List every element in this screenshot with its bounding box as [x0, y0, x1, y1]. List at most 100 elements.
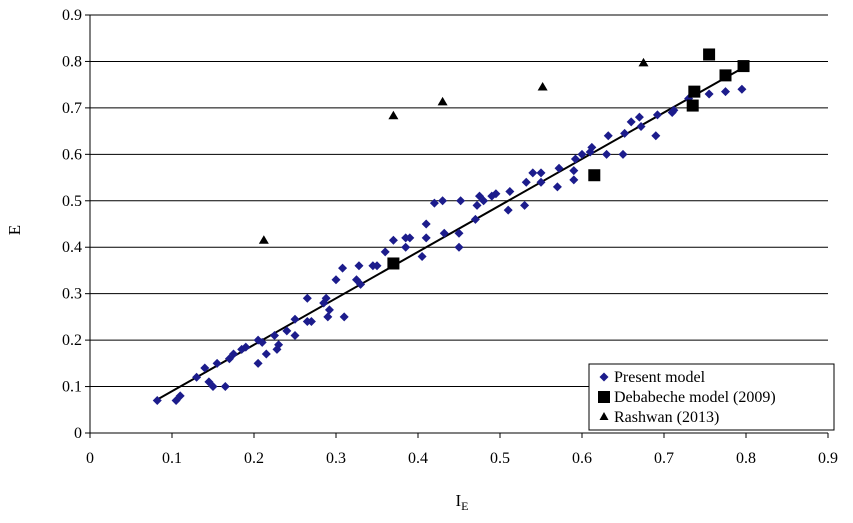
debabeche-model-point: [703, 48, 716, 61]
present-model-point: [651, 131, 661, 141]
legend-label-rashwan: Rashwan (2013): [614, 409, 719, 426]
present-model-point: [602, 149, 612, 159]
present-model-point: [587, 142, 597, 152]
rashwan-point: [537, 81, 548, 91]
x-axis-label-subscript: E: [461, 499, 468, 513]
present-model-point: [618, 149, 628, 159]
x-tick-label: 0.7: [654, 450, 674, 467]
present-model-point: [536, 168, 546, 178]
present-model-point: [528, 168, 538, 178]
present-model-point: [302, 293, 312, 303]
y-tick-label: 0: [74, 425, 82, 442]
present-model-point: [470, 214, 480, 224]
present-model-point: [324, 305, 334, 315]
present-model-point: [429, 198, 439, 208]
present-model-point: [331, 275, 341, 285]
present-model-point: [505, 186, 515, 196]
present-model-point: [652, 110, 662, 120]
present-model-point: [669, 105, 679, 115]
present-model-point: [577, 149, 587, 159]
y-tick-label: 0.6: [62, 146, 82, 163]
x-tick-label: 0.2: [244, 450, 264, 467]
y-tick-label: 0.5: [62, 193, 82, 210]
present-model-point: [282, 326, 292, 336]
present-model-point: [620, 128, 630, 138]
present-model-point: [421, 233, 431, 243]
present-model-point: [212, 358, 222, 368]
present-model-point: [454, 228, 464, 238]
x-tick-label: 0.8: [736, 450, 756, 467]
present-model-point: [704, 89, 714, 99]
y-tick-label: 0.3: [62, 286, 82, 303]
x-tick-label: 0.3: [326, 450, 346, 467]
y-axis-label: E: [5, 225, 24, 235]
y-tick-labels: 0 0.1 0.2 0.3 0.4 0.5 0.6 0.7 0.8 0.9: [62, 7, 82, 442]
present-model-point: [634, 112, 644, 122]
legend-label-present-model: Present model: [614, 369, 706, 386]
x-tick-label: 0.1: [162, 450, 182, 467]
present-model-point: [603, 131, 613, 141]
y-tick-label: 0.2: [62, 332, 82, 349]
y-tick-label: 0.9: [62, 7, 82, 24]
y-tick-label: 0.4: [62, 239, 82, 256]
x-tick-labels: 0 0.1 0.2 0.3 0.4 0.5 0.6 0.7 0.8 0.9: [86, 450, 838, 467]
y-tick-label: 0.8: [62, 53, 82, 70]
present-model-point: [737, 84, 747, 94]
y-tick-label: 0.7: [62, 100, 82, 117]
present-model-point: [439, 228, 449, 238]
present-model-point: [569, 175, 579, 185]
present-model-point: [520, 200, 530, 210]
present-model-point: [290, 330, 300, 340]
rashwan-point: [258, 235, 269, 244]
present-model-point: [417, 252, 427, 262]
legend-item-debabeche: Debabeche model (2009): [598, 389, 776, 406]
x-tick-label: 0.5: [490, 450, 510, 467]
legend-box: [588, 363, 835, 431]
present-model-point: [241, 342, 251, 352]
x-axis-label: IE: [455, 491, 468, 513]
present-model-point: [479, 196, 489, 206]
present-model-point: [356, 279, 366, 289]
present-model-point: [472, 200, 482, 210]
present-model-point: [552, 182, 562, 192]
present-model-point: [456, 196, 466, 206]
debabeche-model-point: [387, 257, 400, 270]
present-model-point: [721, 87, 730, 97]
legend-square-marker: [598, 391, 610, 403]
legend: Present model Debabeche model (2009) Ras…: [588, 363, 835, 431]
present-model-point: [290, 314, 300, 324]
present-model-point: [491, 189, 501, 199]
legend-item-present-model: Present model: [599, 369, 706, 386]
legend-item-rashwan: Rashwan (2013): [599, 409, 719, 426]
x-tick-label: 0: [86, 450, 94, 467]
present-model-point: [257, 337, 267, 347]
y-tick-label: 0.1: [62, 379, 82, 396]
present-model-point: [229, 349, 238, 359]
x-tick-label: 0.9: [818, 450, 838, 467]
present-model-point: [261, 349, 271, 359]
debabeche-model-point: [688, 85, 701, 98]
axes: [85, 14, 829, 438]
fit-line-group: [155, 65, 747, 402]
x-axis-label-main: I: [455, 491, 461, 510]
legend-diamond-marker: [599, 372, 609, 382]
legend-label-debabeche: Debabeche model (2009): [614, 389, 776, 406]
x-tick-label: 0.4: [408, 450, 428, 467]
present-model-point: [388, 235, 398, 245]
present-model-point: [321, 293, 331, 303]
legend-triangle-marker: [599, 412, 609, 420]
present-model-point: [270, 330, 279, 340]
present-model-point: [536, 177, 546, 187]
present-model-point: [454, 242, 464, 252]
present-model-point: [339, 312, 349, 322]
debabeche-model-point: [719, 69, 732, 82]
present-model-point: [503, 205, 513, 215]
rashwan-point: [638, 57, 649, 67]
present-model-point: [220, 382, 230, 392]
present-model-point: [380, 247, 390, 257]
rashwan-point: [388, 110, 399, 120]
present-model-point: [208, 382, 218, 392]
present-model-point: [521, 177, 531, 187]
present-model-point: [175, 391, 185, 401]
